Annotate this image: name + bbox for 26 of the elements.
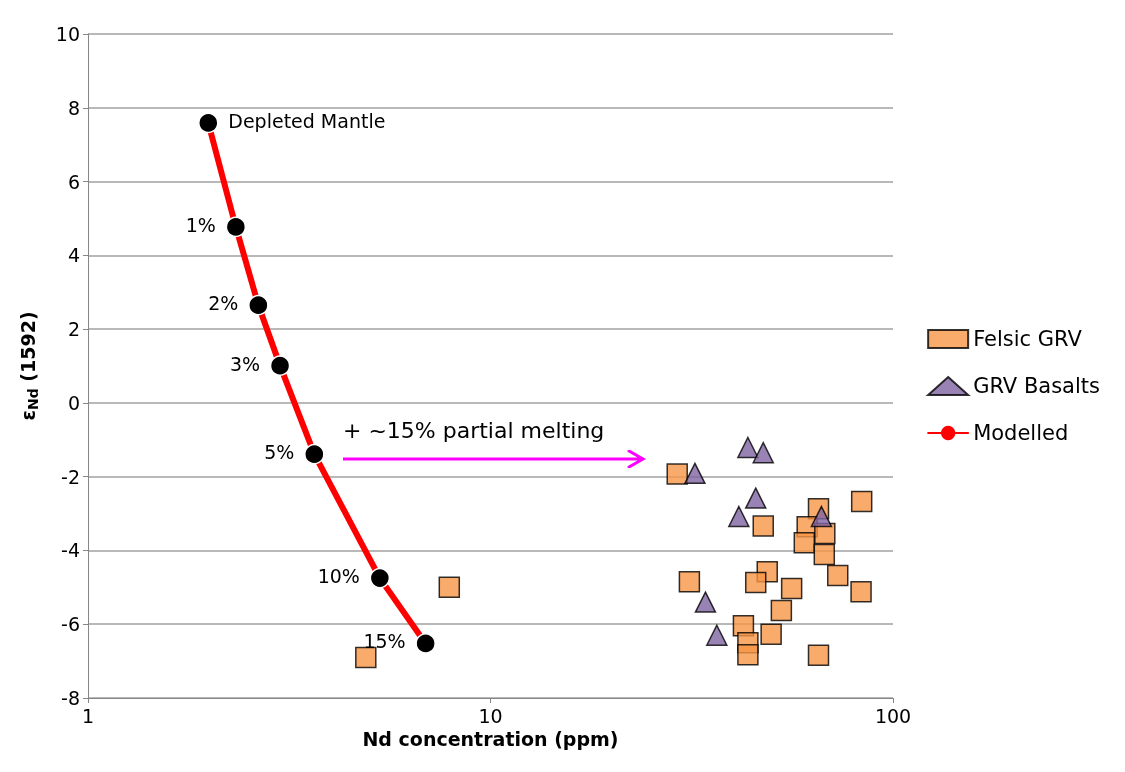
- y-tick-label: 6: [67, 170, 80, 193]
- y-tick-label: -2: [61, 465, 80, 488]
- annotation: Depleted Mantle: [228, 109, 386, 132]
- legend-label: GRV Basalts: [973, 374, 1101, 398]
- y-axis-title: εNd (1592): [17, 311, 41, 421]
- annotation: 5%: [264, 441, 295, 464]
- legend-label: Felsic GRV: [973, 327, 1083, 351]
- y-tick-label: 4: [67, 244, 80, 267]
- x-axis-title: Nd concentration (ppm): [362, 728, 619, 751]
- y-tick-label: -4: [61, 539, 80, 562]
- annotation: 1%: [185, 213, 216, 236]
- annotation: 10%: [317, 565, 360, 588]
- x-tick-label: 100: [874, 704, 912, 727]
- annotation: 15%: [363, 630, 406, 653]
- annotation: + ~15% partial melting: [343, 418, 605, 443]
- y-tick-label: 2: [67, 318, 80, 341]
- annotation: 2%: [208, 292, 239, 315]
- y-tick-label: 10: [55, 23, 80, 45]
- annotation: 3%: [229, 352, 261, 375]
- y-tick-label: -6: [61, 613, 80, 636]
- x-tick-label: 10: [478, 704, 503, 727]
- legend-label: Modelled: [973, 421, 1069, 445]
- y-tick-label: -8: [61, 687, 80, 709]
- y-tick-label: 0: [67, 391, 80, 414]
- x-tick-label: 1: [81, 704, 95, 727]
- y-tick-label: 8: [67, 96, 80, 119]
